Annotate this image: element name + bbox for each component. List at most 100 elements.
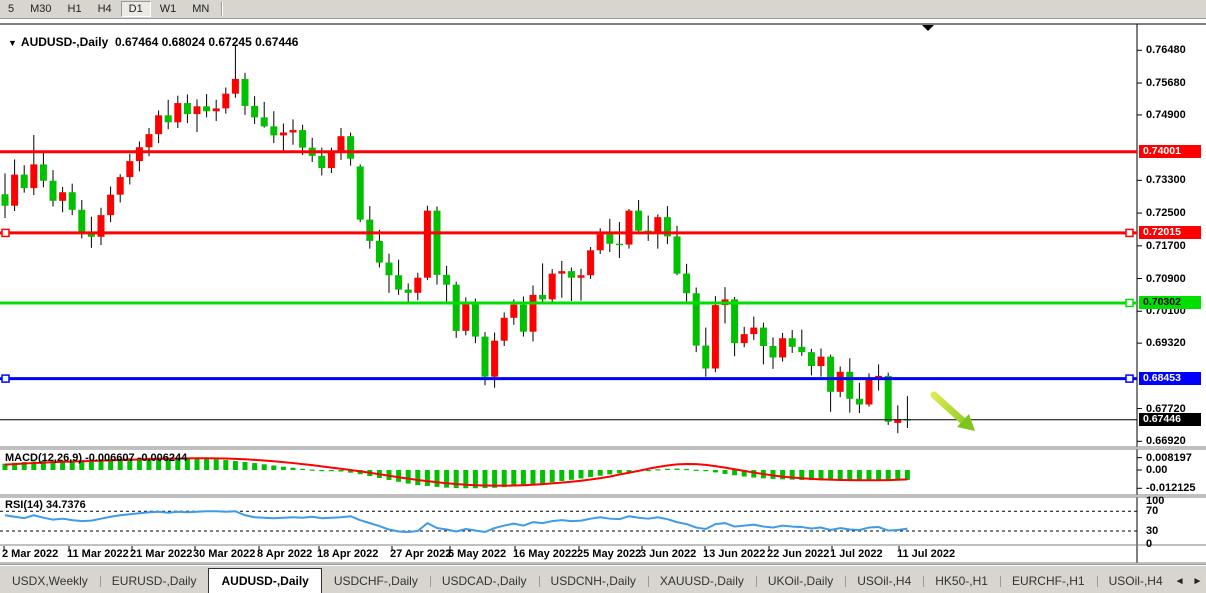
timeframe-button-5[interactable]: 5: [8, 3, 15, 15]
candle-body: [155, 115, 163, 135]
symbol-tab-usdx-weekly[interactable]: USDX,Weekly: [12, 574, 88, 588]
arrow-annotation[interactable]: [930, 391, 975, 431]
macd-pane: [2, 457, 910, 489]
candle-body: [519, 304, 527, 332]
candle-body: [798, 346, 806, 353]
symbol-tab-eurusd-daily[interactable]: EURUSD-,Daily: [99, 570, 209, 593]
symbol-tab-usoil-h4[interactable]: USOil-,H4: [1096, 570, 1175, 593]
macd-histogram-bar: [549, 470, 555, 483]
candle-body: [462, 303, 470, 331]
candle-body: [356, 166, 364, 220]
candle-body: [539, 294, 547, 300]
macd-histogram-bar: [424, 470, 430, 486]
chart-shift-marker-icon[interactable]: [922, 25, 934, 31]
price-axis-label: 0.72500: [1146, 207, 1186, 220]
macd-histogram-bar: [261, 464, 267, 470]
symbol-tab-eurchf-h1[interactable]: EURCHF-,H1: [999, 570, 1097, 593]
symbol-tab-usoil-h4[interactable]: USOil-,H4: [845, 570, 923, 593]
rsi-axis-label: 70: [1146, 505, 1159, 518]
tab-scroll-right-button[interactable]: ►: [1192, 576, 1203, 587]
macd-histogram-bar: [271, 465, 277, 470]
timeframe-toolbar: 5 M30 H1 H4 D1 W1 MN: [0, 0, 1206, 19]
candle-body: [625, 210, 633, 245]
price-chart-canvas[interactable]: [0, 19, 1206, 564]
tab-scroll-left-button[interactable]: ◄: [1174, 576, 1185, 587]
macd-signal-line: [4, 457, 908, 487]
timeframe-button-mn[interactable]: MN: [192, 3, 210, 15]
price-axis-label: 0.66920: [1146, 435, 1186, 448]
hline-handle-left[interactable]: [1, 374, 10, 383]
macd-histogram-bar: [213, 459, 219, 470]
macd-histogram-bar: [88, 459, 94, 470]
symbol-dropdown-icon[interactable]: ▼: [8, 38, 17, 48]
candle-body: [68, 192, 76, 210]
date-label: 8 Apr 2022: [257, 548, 313, 560]
date-label: 6 May 2022: [448, 548, 507, 560]
macd-histogram-bar: [108, 458, 114, 470]
macd-histogram-bar: [664, 468, 670, 470]
hline-handle-left[interactable]: [1, 228, 10, 238]
macd-histogram-bar: [607, 470, 613, 475]
candle-body: [836, 371, 844, 392]
macd-histogram-bar: [789, 470, 795, 480]
timeframe-button-h1[interactable]: H1: [67, 3, 82, 15]
candle-body: [375, 240, 383, 263]
macd-histogram-bar: [290, 467, 296, 470]
candle-body: [750, 327, 758, 335]
hline-handle-right[interactable]: [1125, 298, 1134, 308]
macd-histogram-bar: [895, 470, 901, 481]
macd-histogram-bar: [453, 470, 459, 489]
timeframe-button-h4[interactable]: H4: [97, 3, 112, 15]
macd-histogram-bar: [818, 470, 824, 481]
macd-histogram-bar: [136, 457, 142, 470]
macd-histogram-bar: [79, 460, 85, 470]
hline-handle-right[interactable]: [1125, 228, 1134, 238]
hline-handle-right[interactable]: [1125, 374, 1134, 383]
symbol-tab-usdcad-daily[interactable]: USDCAD-,Daily: [429, 570, 539, 593]
macd-histogram-bar: [732, 470, 738, 476]
macd-histogram-bar: [280, 466, 286, 470]
candle-body: [1, 194, 9, 206]
macd-histogram-bar: [540, 470, 546, 484]
candle-body: [414, 277, 422, 293]
candle-body: [299, 130, 307, 148]
timeframe-button-w1[interactable]: W1: [159, 3, 177, 15]
chart-symbol-label: AUDUSD-,Daily: [20, 35, 109, 49]
candle-body: [471, 303, 479, 337]
macd-histogram-bar: [703, 470, 709, 472]
symbol-tab-xauusd-daily[interactable]: XAUUSD-,Daily: [647, 570, 756, 593]
macd-histogram-bar: [434, 470, 440, 487]
candle-body: [711, 305, 719, 369]
date-label: 22 Jun 2022: [767, 548, 830, 560]
chart-ohlc-values: 0.67464 0.68024 0.67245 0.67446: [114, 35, 299, 49]
symbol-tab-usdchf-daily[interactable]: USDCHF-,Daily: [333, 574, 418, 588]
macd-histogram-bar: [674, 468, 680, 470]
macd-histogram-bar: [232, 460, 238, 470]
candle-body: [203, 106, 211, 112]
symbol-tab-hk50-h1[interactable]: HK50-,H1: [923, 570, 1000, 593]
macd-axis-label: 0.008197: [1146, 451, 1192, 464]
price-axis-label: 0.76480: [1146, 44, 1186, 57]
candle-body: [779, 338, 787, 358]
candle-body: [404, 289, 412, 293]
timeframe-button-d1[interactable]: D1: [120, 1, 151, 17]
candle-body: [145, 134, 153, 148]
timeframe-button-m30[interactable]: M30: [30, 3, 52, 15]
price-axis-label: 0.70900: [1146, 272, 1186, 285]
candle-body: [510, 304, 518, 318]
symbol-tab-audusd-daily[interactable]: AUDUSD-,Daily: [208, 568, 322, 593]
macd-histogram-bar: [847, 470, 853, 481]
macd-histogram-bar: [520, 470, 526, 486]
candlestick-series: [1, 44, 911, 434]
macd-histogram-bar: [597, 470, 603, 476]
candle-body: [654, 217, 662, 234]
candle-body: [894, 419, 902, 423]
macd-histogram-bar: [693, 469, 699, 471]
symbol-tab-ukoil-daily[interactable]: UKOil-,Daily: [755, 570, 845, 593]
macd-histogram-bar: [712, 470, 718, 473]
symbol-tab-usdcnh-daily[interactable]: USDCNH-,Daily: [538, 570, 648, 593]
macd-histogram-bar: [319, 470, 325, 472]
rsi-axis-label: 100: [1146, 495, 1165, 507]
macd-histogram-bar: [300, 468, 306, 470]
candle-body: [183, 103, 191, 115]
